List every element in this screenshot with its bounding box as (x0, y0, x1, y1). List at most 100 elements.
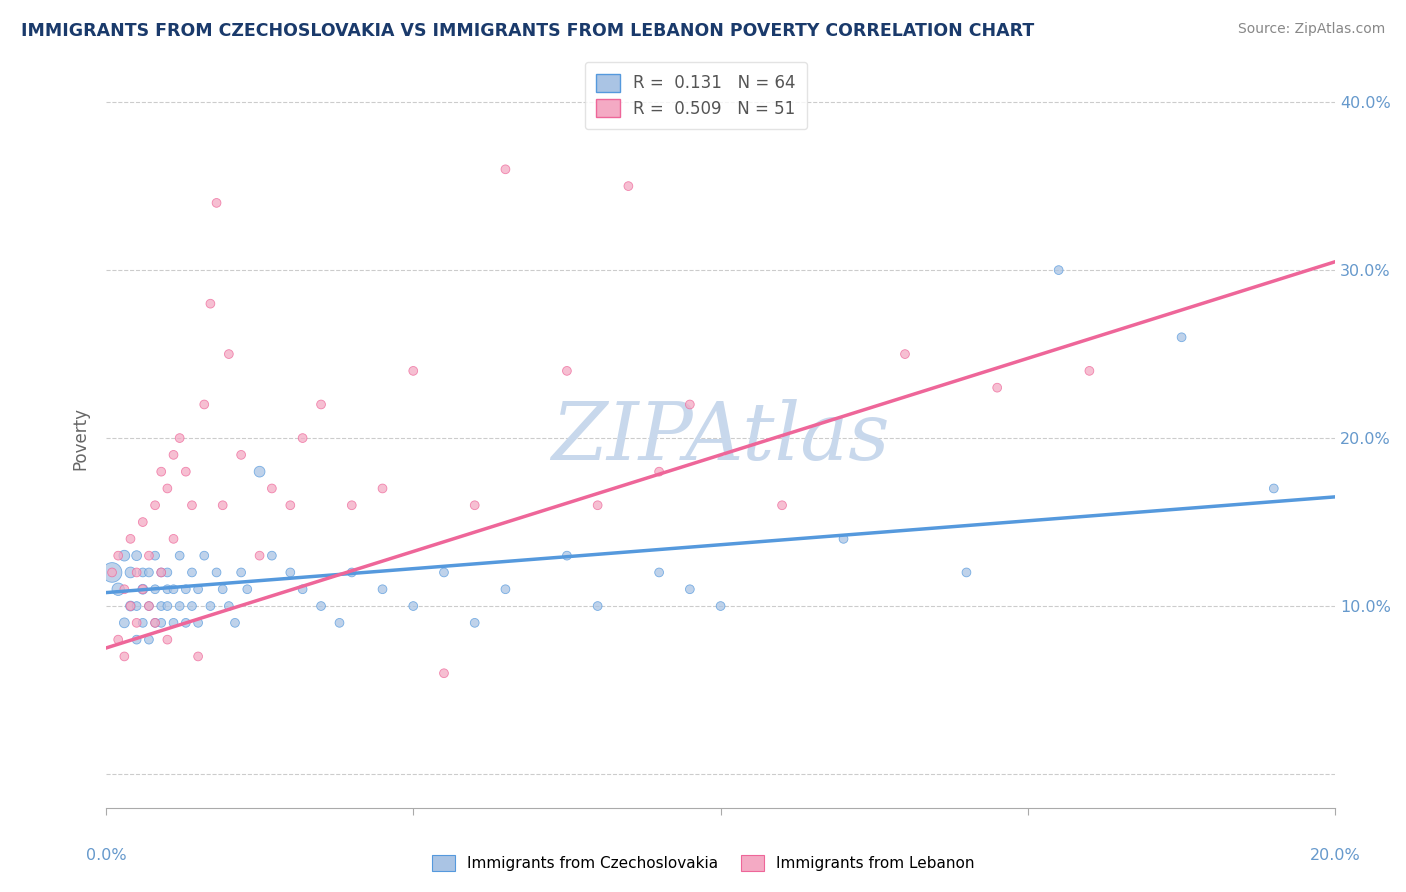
Point (125, 566, 148, 580)
Point (156, 482, 179, 496)
Point (150, 566, 173, 580)
Point (143, 582, 166, 597)
Point (679, 397, 702, 411)
Point (340, 566, 363, 580)
Point (309, 397, 332, 411)
Point (132, 615, 155, 630)
Point (143, 615, 166, 630)
Point (291, 431, 314, 445)
Point (260, 482, 283, 496)
Point (150, 566, 173, 580)
Point (120, 566, 142, 580)
Point (464, 498, 486, 512)
Point (309, 599, 332, 613)
Point (162, 615, 184, 630)
Point (710, 599, 733, 613)
Point (555, 364, 578, 378)
Point (169, 549, 191, 563)
Point (120, 599, 142, 613)
Point (433, 566, 456, 580)
Point (187, 582, 209, 597)
Point (150, 615, 173, 630)
Point (112, 649, 135, 664)
Point (125, 632, 148, 647)
Point (187, 649, 209, 664)
Point (125, 615, 148, 630)
Point (955, 566, 977, 580)
Point (169, 599, 191, 613)
Point (174, 582, 197, 597)
Point (193, 549, 215, 563)
Point (112, 582, 135, 597)
Y-axis label: Poverty: Poverty (72, 407, 89, 469)
Point (371, 582, 394, 597)
Point (291, 582, 314, 597)
Point (224, 615, 246, 630)
Point (371, 482, 394, 496)
Point (211, 498, 233, 512)
Point (328, 615, 350, 630)
Text: ZIPAtlas: ZIPAtlas (551, 400, 890, 477)
Text: IMMIGRANTS FROM CZECHOSLOVAKIA VS IMMIGRANTS FROM LEBANON POVERTY CORRELATION CH: IMMIGRANTS FROM CZECHOSLOVAKIA VS IMMIGR… (21, 22, 1035, 40)
Legend: Immigrants from Czechoslovakia, Immigrants from Lebanon: Immigrants from Czechoslovakia, Immigran… (426, 849, 980, 877)
Point (162, 532, 184, 546)
Point (218, 599, 240, 613)
Point (132, 566, 155, 580)
Point (112, 549, 135, 563)
Point (402, 364, 425, 378)
Point (340, 498, 363, 512)
Point (174, 465, 197, 479)
Point (143, 498, 166, 512)
Point (156, 566, 179, 580)
Point (138, 566, 160, 580)
Point (174, 615, 197, 630)
Point (555, 549, 578, 563)
Point (894, 347, 917, 361)
Point (143, 615, 166, 630)
Point (260, 549, 283, 563)
Point (125, 599, 148, 613)
Point (169, 431, 191, 445)
Point (770, 498, 793, 512)
Point (617, 179, 640, 194)
Point (236, 582, 259, 597)
Point (156, 582, 179, 597)
Point (648, 465, 671, 479)
Point (218, 347, 240, 361)
Point (138, 599, 160, 613)
Point (101, 566, 124, 580)
Point (107, 582, 129, 597)
Point (107, 549, 129, 563)
Point (231, 448, 253, 462)
Point (402, 599, 425, 613)
Point (138, 549, 160, 563)
Point (132, 582, 155, 597)
Point (138, 632, 160, 647)
Point (1047, 263, 1070, 277)
Point (1078, 364, 1101, 378)
Point (249, 549, 271, 563)
Point (433, 666, 456, 681)
Point (181, 599, 204, 613)
Point (1263, 482, 1285, 496)
Point (586, 498, 609, 512)
Point (211, 582, 233, 597)
Point (648, 566, 671, 580)
Point (200, 599, 222, 613)
Text: 0.0%: 0.0% (86, 847, 127, 863)
Point (832, 532, 855, 546)
Point (187, 615, 209, 630)
Point (156, 599, 179, 613)
Point (494, 162, 516, 177)
Point (205, 566, 228, 580)
Point (231, 566, 253, 580)
Point (150, 599, 173, 613)
Point (162, 448, 184, 462)
Point (200, 296, 222, 310)
Point (249, 465, 271, 479)
Point (132, 515, 155, 529)
Point (120, 599, 142, 613)
Text: Source: ZipAtlas.com: Source: ZipAtlas.com (1237, 22, 1385, 37)
Point (143, 549, 166, 563)
Point (278, 498, 301, 512)
